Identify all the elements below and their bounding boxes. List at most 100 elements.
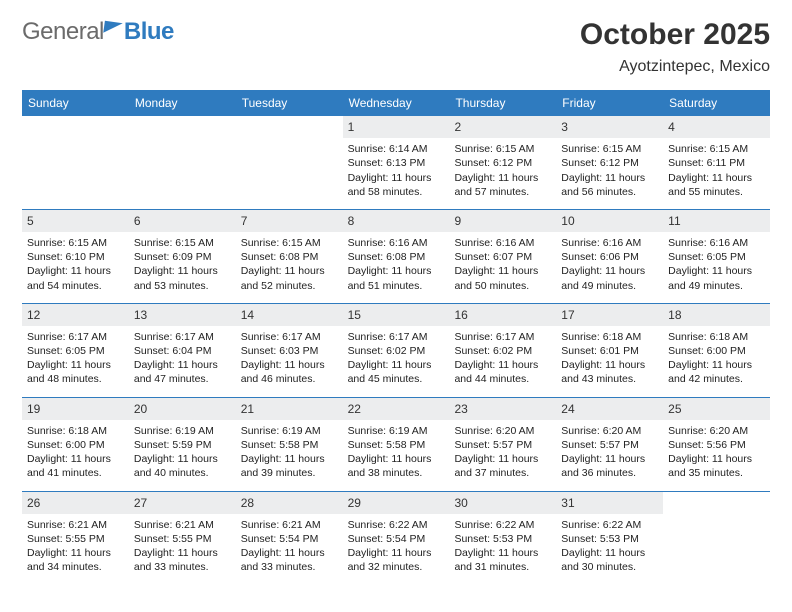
header: General Blue October 2025 Ayotzintepec, … [22, 18, 770, 76]
sunrise-text: Sunrise: 6:22 AM [348, 518, 445, 532]
week-row: 1Sunrise: 6:14 AMSunset: 6:13 PMDaylight… [22, 116, 770, 209]
daylight2-text: and 36 minutes. [561, 466, 658, 480]
day-number: 7 [236, 210, 343, 232]
day-cell: 11Sunrise: 6:16 AMSunset: 6:05 PMDayligh… [663, 210, 770, 303]
day-cell: 20Sunrise: 6:19 AMSunset: 5:59 PMDayligh… [129, 398, 236, 491]
day-cell: 10Sunrise: 6:16 AMSunset: 6:06 PMDayligh… [556, 210, 663, 303]
day-number: 28 [236, 492, 343, 514]
day-cell: 9Sunrise: 6:16 AMSunset: 6:07 PMDaylight… [449, 210, 556, 303]
daylight1-text: Daylight: 11 hours [454, 171, 551, 185]
day-cell: 6Sunrise: 6:15 AMSunset: 6:09 PMDaylight… [129, 210, 236, 303]
daylight2-text: and 40 minutes. [134, 466, 231, 480]
sunset-text: Sunset: 6:07 PM [454, 250, 551, 264]
sunset-text: Sunset: 6:06 PM [561, 250, 658, 264]
month-title: October 2025 [580, 18, 770, 52]
sunrise-text: Sunrise: 6:16 AM [561, 236, 658, 250]
daylight2-text: and 35 minutes. [668, 466, 765, 480]
day-number: 14 [236, 304, 343, 326]
sunrise-text: Sunrise: 6:21 AM [241, 518, 338, 532]
daylight2-text: and 31 minutes. [454, 560, 551, 574]
daylight1-text: Daylight: 11 hours [134, 264, 231, 278]
day-number: 4 [663, 116, 770, 138]
day-number: 31 [556, 492, 663, 514]
day-cell: 29Sunrise: 6:22 AMSunset: 5:54 PMDayligh… [343, 492, 450, 585]
daylight2-text: and 49 minutes. [561, 279, 658, 293]
sunset-text: Sunset: 6:05 PM [27, 344, 124, 358]
sunset-text: Sunset: 6:08 PM [241, 250, 338, 264]
daylight2-text: and 52 minutes. [241, 279, 338, 293]
daylight1-text: Daylight: 11 hours [27, 264, 124, 278]
calendar: Sunday Monday Tuesday Wednesday Thursday… [22, 90, 770, 584]
sunset-text: Sunset: 6:09 PM [134, 250, 231, 264]
sunrise-text: Sunrise: 6:16 AM [454, 236, 551, 250]
sunset-text: Sunset: 6:01 PM [561, 344, 658, 358]
title-block: October 2025 Ayotzintepec, Mexico [580, 18, 770, 76]
daylight1-text: Daylight: 11 hours [561, 264, 658, 278]
day-number: 21 [236, 398, 343, 420]
day-number: 12 [22, 304, 129, 326]
sunset-text: Sunset: 5:58 PM [241, 438, 338, 452]
sunrise-text: Sunrise: 6:17 AM [27, 330, 124, 344]
daylight1-text: Daylight: 11 hours [348, 171, 445, 185]
daylight1-text: Daylight: 11 hours [668, 358, 765, 372]
day-cell [663, 492, 770, 585]
day-cell: 19Sunrise: 6:18 AMSunset: 6:00 PMDayligh… [22, 398, 129, 491]
sunset-text: Sunset: 5:56 PM [668, 438, 765, 452]
day-cell: 25Sunrise: 6:20 AMSunset: 5:56 PMDayligh… [663, 398, 770, 491]
daylight2-text: and 39 minutes. [241, 466, 338, 480]
weekday-monday: Monday [129, 90, 236, 116]
day-number: 13 [129, 304, 236, 326]
daylight2-text: and 32 minutes. [348, 560, 445, 574]
weekday-row: Sunday Monday Tuesday Wednesday Thursday… [22, 90, 770, 116]
day-cell [236, 116, 343, 209]
day-cell: 14Sunrise: 6:17 AMSunset: 6:03 PMDayligh… [236, 304, 343, 397]
sunrise-text: Sunrise: 6:21 AM [27, 518, 124, 532]
day-cell: 8Sunrise: 6:16 AMSunset: 6:08 PMDaylight… [343, 210, 450, 303]
day-cell: 22Sunrise: 6:19 AMSunset: 5:58 PMDayligh… [343, 398, 450, 491]
day-number: 25 [663, 398, 770, 420]
daylight1-text: Daylight: 11 hours [241, 358, 338, 372]
day-cell [22, 116, 129, 209]
sunset-text: Sunset: 5:54 PM [241, 532, 338, 546]
sunrise-text: Sunrise: 6:16 AM [668, 236, 765, 250]
day-cell [129, 116, 236, 209]
sunrise-text: Sunrise: 6:19 AM [241, 424, 338, 438]
sunset-text: Sunset: 6:11 PM [668, 156, 765, 170]
sunset-text: Sunset: 6:10 PM [27, 250, 124, 264]
sunset-text: Sunset: 6:05 PM [668, 250, 765, 264]
daylight2-text: and 33 minutes. [134, 560, 231, 574]
day-number: 17 [556, 304, 663, 326]
day-number: 1 [343, 116, 450, 138]
day-number: 5 [22, 210, 129, 232]
day-number: 3 [556, 116, 663, 138]
day-cell: 3Sunrise: 6:15 AMSunset: 6:12 PMDaylight… [556, 116, 663, 209]
daylight1-text: Daylight: 11 hours [134, 452, 231, 466]
daylight1-text: Daylight: 11 hours [561, 452, 658, 466]
logo-sail-icon [103, 21, 122, 35]
day-cell: 23Sunrise: 6:20 AMSunset: 5:57 PMDayligh… [449, 398, 556, 491]
day-number: 27 [129, 492, 236, 514]
day-number: 11 [663, 210, 770, 232]
sunrise-text: Sunrise: 6:15 AM [241, 236, 338, 250]
logo: General Blue [22, 18, 174, 46]
daylight2-text: and 49 minutes. [668, 279, 765, 293]
daylight2-text: and 55 minutes. [668, 185, 765, 199]
day-cell: 1Sunrise: 6:14 AMSunset: 6:13 PMDaylight… [343, 116, 450, 209]
sunset-text: Sunset: 6:00 PM [668, 344, 765, 358]
day-number: 9 [449, 210, 556, 232]
day-cell: 2Sunrise: 6:15 AMSunset: 6:12 PMDaylight… [449, 116, 556, 209]
sunrise-text: Sunrise: 6:16 AM [348, 236, 445, 250]
day-cell: 26Sunrise: 6:21 AMSunset: 5:55 PMDayligh… [22, 492, 129, 585]
sunrise-text: Sunrise: 6:22 AM [454, 518, 551, 532]
sunset-text: Sunset: 5:58 PM [348, 438, 445, 452]
week-row: 5Sunrise: 6:15 AMSunset: 6:10 PMDaylight… [22, 209, 770, 303]
day-number: 6 [129, 210, 236, 232]
daylight1-text: Daylight: 11 hours [668, 452, 765, 466]
daylight1-text: Daylight: 11 hours [241, 546, 338, 560]
daylight1-text: Daylight: 11 hours [454, 358, 551, 372]
daylight1-text: Daylight: 11 hours [134, 546, 231, 560]
day-number: 30 [449, 492, 556, 514]
daylight2-text: and 33 minutes. [241, 560, 338, 574]
sunrise-text: Sunrise: 6:17 AM [454, 330, 551, 344]
sunset-text: Sunset: 5:53 PM [561, 532, 658, 546]
